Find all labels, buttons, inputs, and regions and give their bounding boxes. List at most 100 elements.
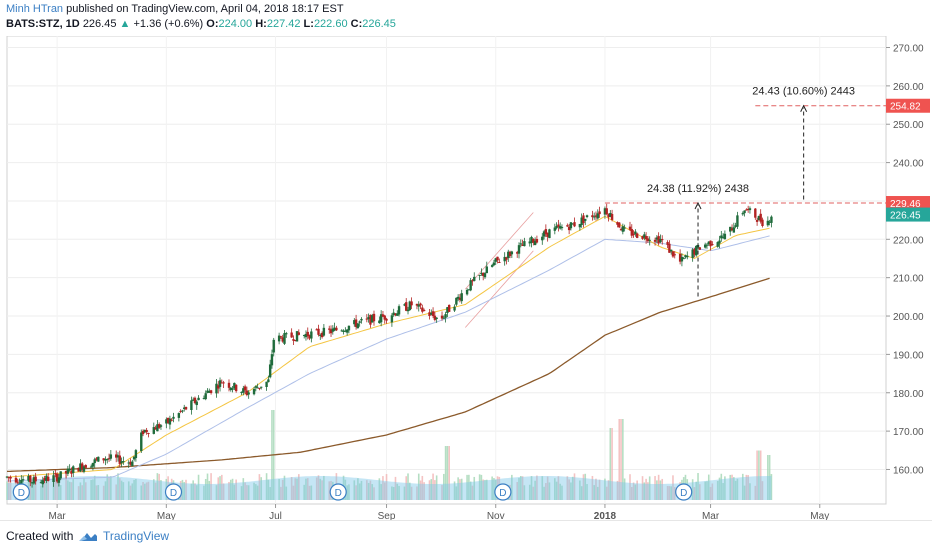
- volume-bar: [518, 477, 520, 500]
- volume-bar: [480, 474, 483, 500]
- volume-bar: [523, 485, 526, 500]
- candle-body: [580, 217, 583, 226]
- volume-bar: [672, 475, 674, 500]
- candle-body: [242, 388, 245, 393]
- volume-bar: [158, 473, 160, 500]
- volume-bar: [152, 479, 155, 500]
- candle-body: [496, 256, 499, 261]
- volume-bar: [253, 482, 255, 500]
- candle-body: [177, 413, 181, 418]
- volume-bar: [591, 475, 594, 500]
- candle-body: [403, 304, 406, 306]
- volume-bar: [534, 480, 536, 500]
- candle-body: [646, 238, 650, 242]
- price-chart[interactable]: 270.00260.00250.00240.00230.00220.00210.…: [0, 36, 932, 520]
- candle-body: [254, 386, 258, 388]
- candle-body: [691, 249, 694, 258]
- candle-body: [596, 213, 599, 219]
- volume-bar: [290, 476, 293, 500]
- volume-bar: [419, 480, 422, 500]
- volume-bar: [398, 485, 400, 500]
- candle-body: [558, 226, 562, 229]
- x-tick-label: May: [810, 511, 829, 520]
- candle-body: [122, 461, 125, 463]
- ma-mid-line: [6, 235, 770, 482]
- candle-body: [365, 318, 369, 320]
- candle-body: [390, 315, 394, 323]
- volume-bar: [704, 481, 706, 500]
- candle-body: [55, 473, 59, 482]
- volume-bar: [292, 485, 295, 500]
- author-link[interactable]: Minh HTran: [6, 3, 64, 15]
- volume-bar: [528, 484, 531, 500]
- volume-bar: [255, 484, 257, 500]
- volume-bar: [229, 479, 232, 500]
- volume-bar: [618, 419, 621, 500]
- candle-body: [72, 466, 75, 474]
- volume-bar: [258, 474, 261, 500]
- volume-bar: [319, 478, 322, 500]
- volume-bar: [584, 473, 587, 500]
- candle-body: [669, 249, 673, 252]
- candle-body: [116, 455, 120, 458]
- volume-bar: [210, 473, 212, 500]
- tradingview-brand[interactable]: TradingView: [103, 529, 170, 543]
- candle-body: [553, 227, 557, 231]
- candle-body: [328, 328, 331, 330]
- candle-body: [406, 309, 410, 312]
- measure-label: 24.38 (11.92%) 2438: [647, 183, 749, 195]
- candle-body: [115, 454, 118, 458]
- volume-bar: [554, 478, 556, 500]
- tradingview-cloud-icon[interactable]: [78, 530, 98, 542]
- volume-bar: [733, 477, 735, 500]
- candle-body: [521, 244, 524, 246]
- low-label: L:: [303, 18, 314, 30]
- candle-body: [555, 225, 558, 229]
- volume-bar: [636, 480, 638, 500]
- volume-bar: [405, 476, 408, 500]
- volume-bar: [33, 483, 35, 500]
- volume-bar: [67, 480, 69, 500]
- dividend-marker-label: D: [499, 488, 506, 499]
- volume-bar: [435, 475, 438, 500]
- candle-body: [546, 232, 549, 237]
- candle-body: [34, 476, 37, 482]
- volume-bar: [154, 482, 157, 500]
- candle-body: [270, 354, 274, 366]
- volume-bar: [133, 479, 135, 500]
- volume-bar: [396, 483, 399, 500]
- candle-body: [378, 320, 381, 324]
- volume-bar: [366, 480, 368, 500]
- candle-body: [442, 317, 446, 319]
- volume-bar: [745, 474, 748, 500]
- candle-body: [745, 209, 748, 211]
- candle-body: [295, 331, 299, 342]
- candle-body: [342, 330, 345, 333]
- candle-body: [166, 417, 170, 423]
- volume-bar: [308, 485, 311, 500]
- candle-body: [632, 233, 635, 236]
- candle-body: [82, 466, 86, 472]
- candle-body: [215, 383, 218, 394]
- candle-body: [661, 239, 664, 241]
- candle-body: [584, 218, 587, 221]
- candle-body: [179, 410, 182, 412]
- volume-bar: [754, 485, 757, 500]
- volume-bar: [545, 483, 547, 500]
- volume-bar: [247, 485, 250, 500]
- symbol-label[interactable]: BATS:STZ, 1D: [6, 18, 80, 30]
- published-text: published on TradingView.com, April 04, …: [66, 3, 344, 15]
- volume-bar: [194, 483, 196, 500]
- change-value: +1.36 (+0.6%): [133, 18, 204, 30]
- candle-body: [421, 307, 424, 312]
- candle-body: [252, 388, 256, 395]
- volume-bar: [394, 476, 397, 500]
- candle-body: [680, 256, 684, 262]
- candle-body: [431, 311, 435, 316]
- volume-bar: [317, 475, 320, 500]
- volume-bar: [561, 485, 563, 500]
- candle-body: [131, 461, 134, 467]
- candle-body: [618, 222, 621, 228]
- candle-body: [319, 335, 322, 337]
- candle-body: [508, 251, 512, 257]
